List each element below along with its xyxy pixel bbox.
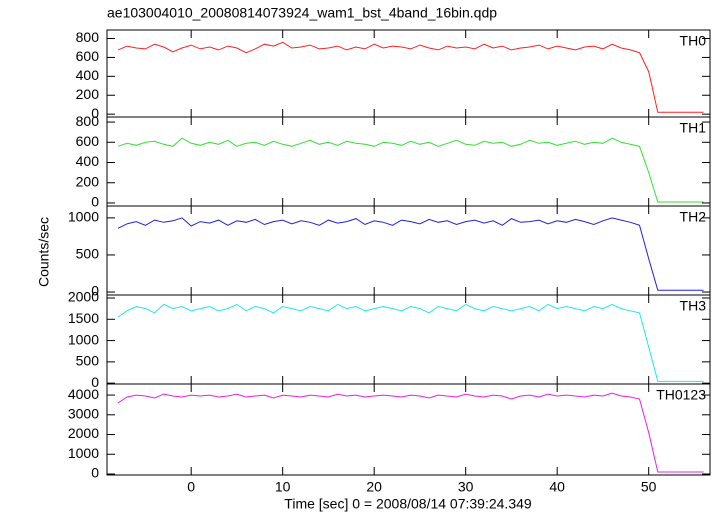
panel-label: TH0123: [656, 387, 706, 403]
y-tick-label: 400: [76, 67, 100, 83]
light-curve: [117, 217, 704, 291]
y-tick-label: 2000: [68, 425, 99, 441]
x-tick-label: 10: [275, 479, 291, 495]
y-tick-label: 2000: [68, 289, 99, 305]
y-tick-label: 0: [91, 105, 99, 121]
light-curve: [117, 41, 704, 113]
light-curve: [117, 303, 704, 382]
panel-label: TH2: [680, 209, 707, 225]
x-tick-label: 20: [366, 479, 382, 495]
y-tick-label: 1000: [68, 445, 99, 461]
panel-label: TH3: [680, 298, 707, 314]
panel-frame: [106, 29, 711, 118]
y-tick-label: 0: [91, 194, 99, 210]
x-tick-label: 30: [458, 479, 474, 495]
y-tick-label: 0: [91, 283, 99, 299]
panel-frame: [106, 383, 711, 476]
y-tick-label: 3000: [68, 405, 99, 421]
y-tick-label: 200: [76, 86, 100, 102]
chart-title: ae103004010_20080814073924_wam1_bst_4ban…: [107, 5, 497, 21]
y-tick-label: 4000: [68, 386, 99, 402]
x-tick-label: 50: [641, 479, 657, 495]
y-tick-label: 800: [76, 113, 100, 129]
y-tick-label: 0: [91, 374, 99, 390]
light-curve: [117, 137, 704, 203]
y-tick-label: 500: [76, 353, 100, 369]
y-tick-label: 1000: [68, 209, 99, 225]
y-tick-label: 200: [76, 173, 100, 189]
y-tick-label: 600: [76, 48, 100, 64]
y-tick-label: 1000: [68, 331, 99, 347]
y-tick-label: 600: [76, 133, 100, 149]
y-tick-label: 800: [76, 29, 100, 45]
y-tick-label: 1500: [68, 310, 99, 326]
y-tick-label: 0: [91, 465, 99, 481]
panel-frame: [106, 116, 711, 207]
x-tick-label: 40: [549, 479, 565, 495]
panel-label: TH1: [680, 120, 707, 136]
y-axis-label: Counts/sec: [36, 217, 52, 287]
y-tick-label: 400: [76, 153, 100, 169]
y-tick-label: 500: [76, 246, 100, 262]
light-curve: [117, 392, 704, 473]
x-axis-label: Time [sec] 0 = 2008/08/14 07:39:24.349: [284, 496, 532, 512]
panel-label: TH0: [680, 33, 707, 49]
x-tick-label: 0: [187, 479, 195, 495]
